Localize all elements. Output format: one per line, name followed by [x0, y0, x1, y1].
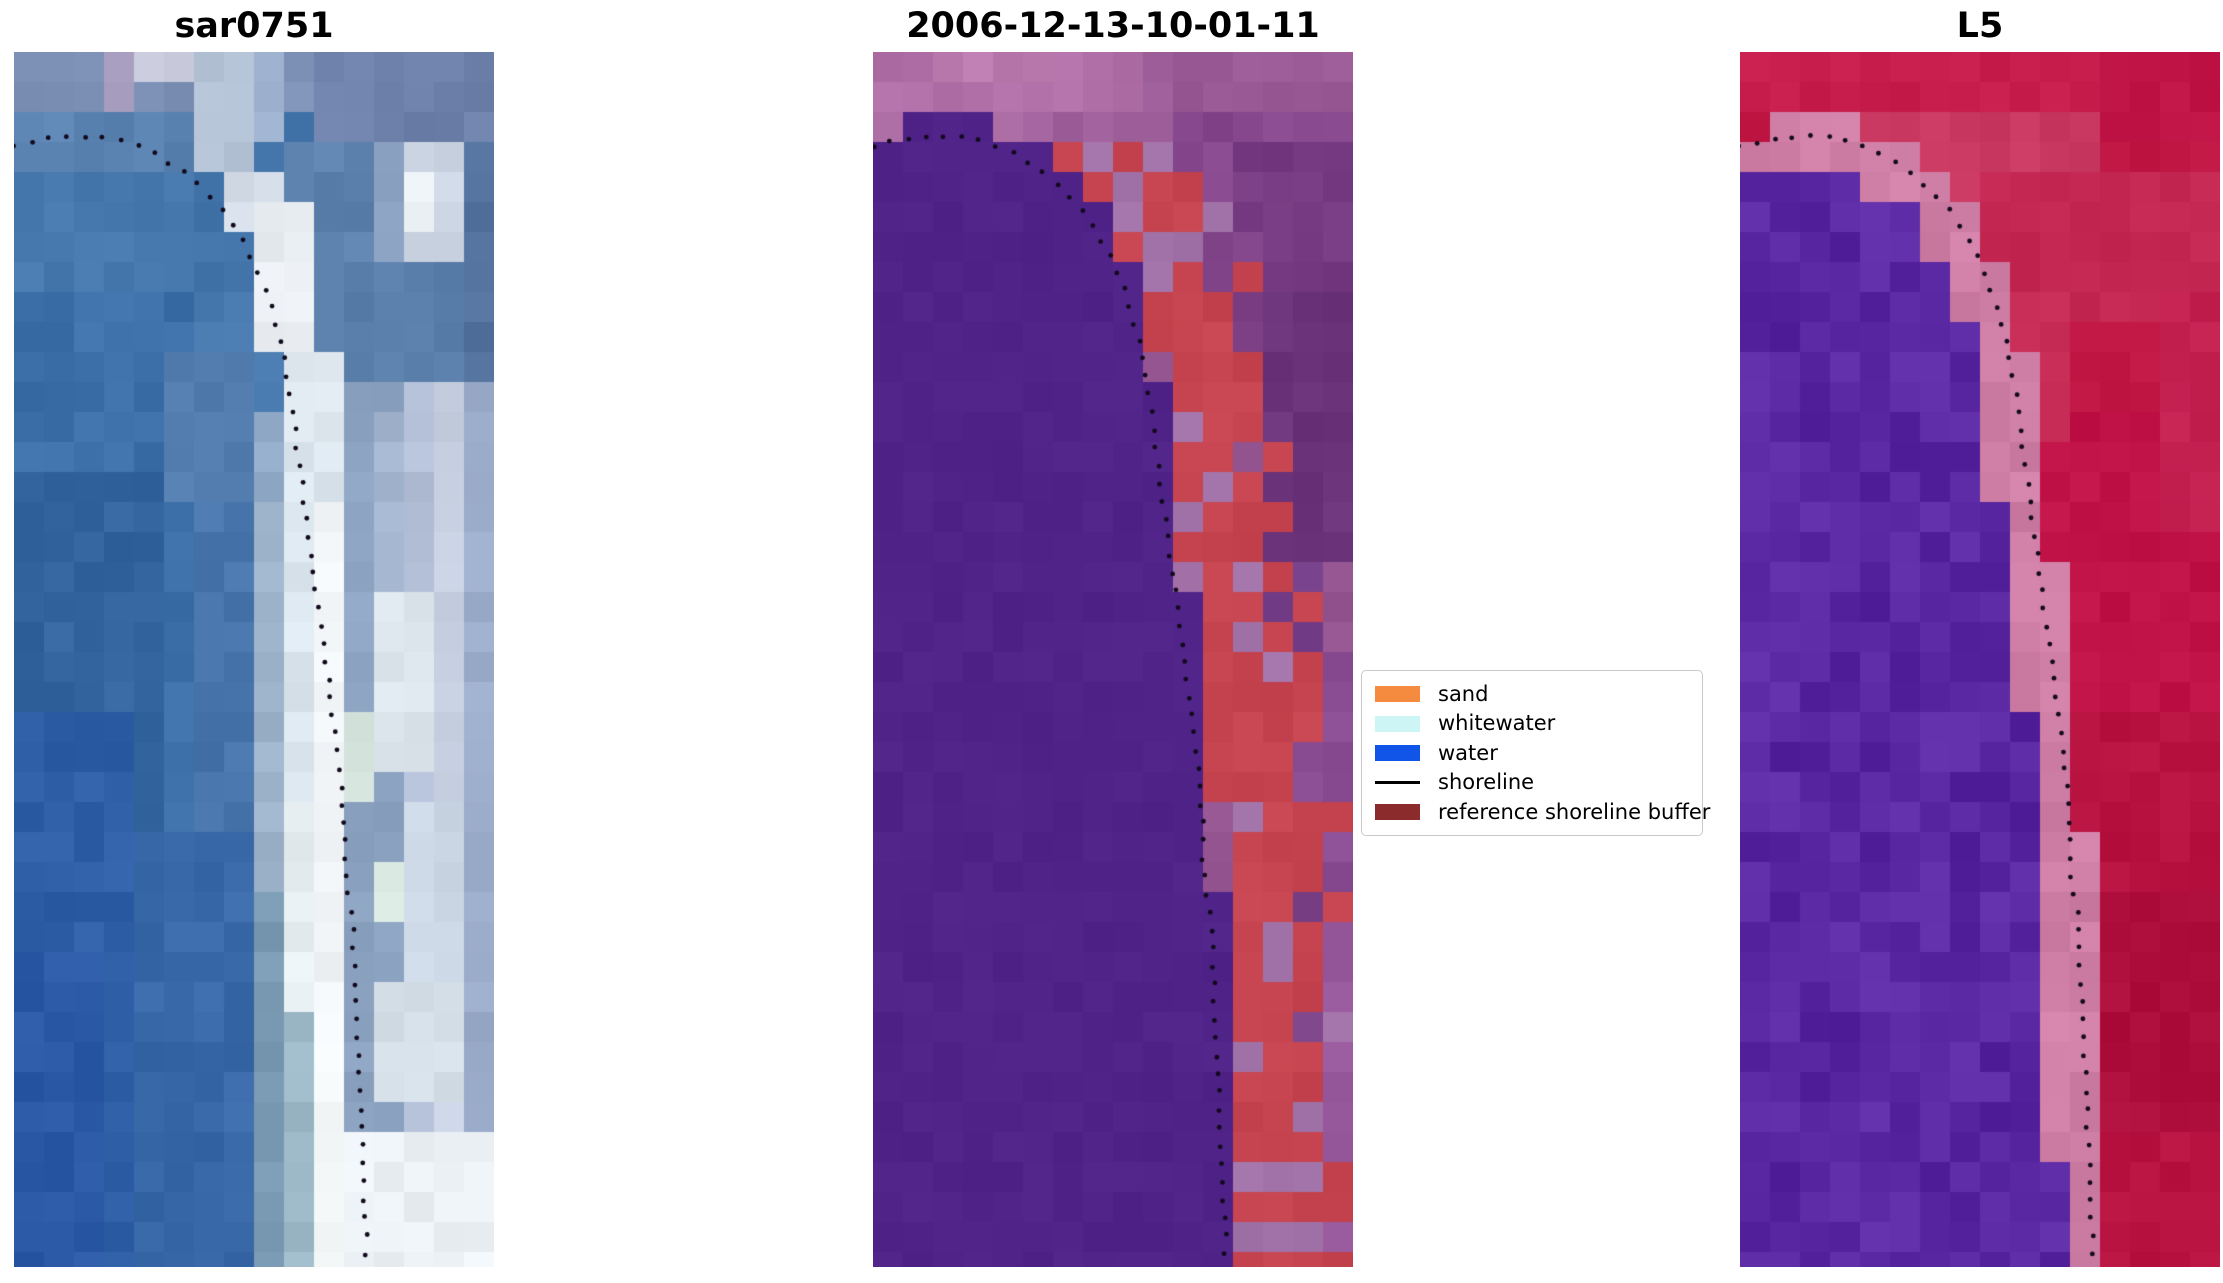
legend-label: whitewater: [1438, 711, 1556, 735]
legend-item-reference-shoreline-buffer: reference shoreline buffer: [1375, 798, 1710, 826]
legend-label: shoreline: [1438, 770, 1535, 794]
legend-item-shoreline: shoreline: [1375, 769, 1690, 797]
panel-title-l5: L5: [1956, 6, 2004, 46]
panel-title-sar0751: sar0751: [174, 6, 334, 46]
legend-item-whitewater: whitewater: [1375, 710, 1690, 738]
landsat5-image-canvas: [1740, 52, 2220, 1267]
legend-item-water: water: [1375, 739, 1690, 767]
legend-color-swatch: [1375, 686, 1420, 702]
panel-classified-image: 2006-12-13-10-01-11: [873, 0, 1353, 1283]
classified-image-canvas: [873, 52, 1353, 1267]
panel-landsat5: L5: [1740, 0, 2220, 1283]
legend-color-swatch: [1375, 745, 1420, 761]
legend-line-swatch: [1375, 781, 1420, 784]
legend-color-swatch: [1375, 715, 1420, 732]
sar0751-image-canvas: [14, 52, 494, 1267]
legend-item-sand: sand: [1375, 680, 1690, 708]
legend-color-swatch: [1375, 804, 1420, 820]
legend-label: water: [1438, 740, 1498, 765]
legend-label: reference shoreline buffer: [1438, 799, 1711, 824]
panel-sar0751: sar0751: [14, 0, 494, 1283]
panel-title-classified: 2006-12-13-10-01-11: [906, 6, 1320, 46]
legend: sand whitewater water shoreline reference sh…: [1361, 670, 1710, 836]
legend-label: sand: [1438, 681, 1489, 706]
